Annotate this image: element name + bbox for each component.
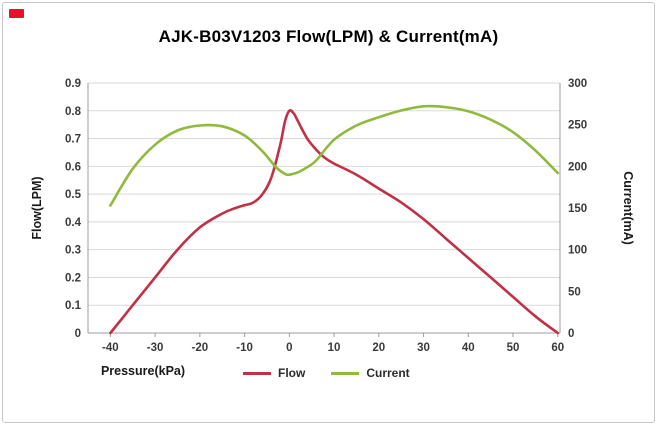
tick-label: 0.1 [65,300,82,312]
y-axis-right-title: Current(mA) [621,171,635,245]
legend-item-flow: Flow [243,366,305,380]
tick-label: 0.3 [65,245,81,257]
tick-label: 0 [568,328,574,340]
chart-title: AJK-B03V1203 Flow(LPM) & Current(mA) [158,27,499,46]
chart-canvas: Flow(LPM) Current(mA) Pressure(kPa) 0 0.1… [30,78,635,378]
tick-label: 30 [417,342,430,354]
tick-label: 100 [568,245,587,257]
tick-label: 50 [507,342,520,354]
current-line-swatch [331,371,360,375]
tick-label: -20 [192,342,209,354]
tick-label: -40 [102,342,119,354]
x-axis-title: Pressure(kPa) [101,364,185,378]
tick-label: 200 [568,161,587,173]
tick-label: 60 [551,342,564,354]
tick-label: 250 [568,120,587,132]
tick-label: -30 [147,342,164,354]
tick-label: 40 [462,342,475,354]
tick-label: 300 [568,78,587,90]
legend-label-current: Current [366,366,410,380]
tick-label: 10 [328,342,341,354]
tick-label: 0.8 [65,106,82,118]
tick-label: -10 [236,342,253,354]
tick-label: 0.4 [65,217,82,229]
tick-label: 0 [75,328,81,340]
series-line-current [109,104,560,207]
tick-label: 0.7 [65,134,81,146]
tick-label: 0.2 [65,272,81,284]
flow-line-swatch [243,371,271,375]
tick-label: 50 [568,286,581,298]
tick-label: 0.5 [65,189,82,201]
y-axis-left-title: Flow(LPM) [30,176,44,239]
legend: Flow Current [243,366,410,380]
tick-label: 150 [568,203,587,215]
legend-item-current: Current [331,366,410,380]
corner-mark [9,9,24,18]
tick-label: 0.9 [65,78,81,90]
tick-label: 20 [372,342,385,354]
series-line-flow [109,109,560,335]
tick-label: 0 [286,342,292,354]
legend-label-flow: Flow [278,366,306,380]
tick-label: 0.6 [65,161,81,173]
